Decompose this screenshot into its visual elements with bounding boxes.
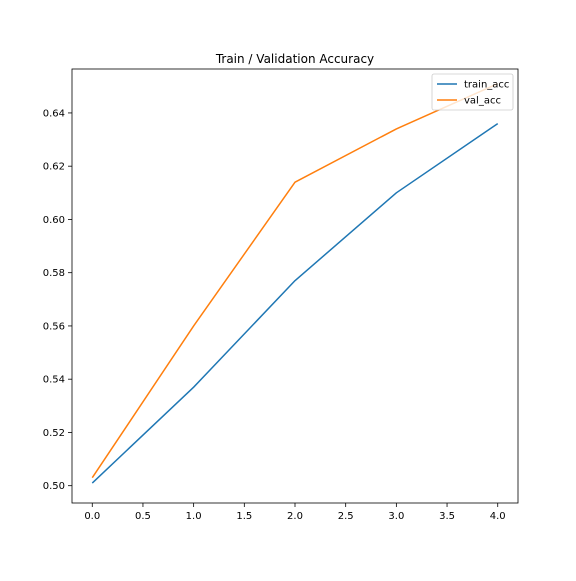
y-tick-label: 0.56 xyxy=(43,321,65,332)
series-line-train_acc xyxy=(91,122,499,484)
y-tick-label: 0.64 xyxy=(43,108,65,119)
plot-frame xyxy=(71,68,519,504)
x-tick-label: 3.5 xyxy=(439,511,455,522)
y-tick-label: 0.50 xyxy=(43,481,65,492)
x-tick-label: 2.5 xyxy=(338,511,354,522)
y-tick-label: 0.54 xyxy=(43,375,65,386)
y-tick-label: 0.52 xyxy=(43,428,65,439)
x-tick-label: 2.0 xyxy=(287,511,303,522)
y-tick-label: 0.62 xyxy=(43,162,65,173)
x-tick-label: 1.0 xyxy=(186,511,202,522)
y-tick-label: 0.60 xyxy=(43,215,65,226)
x-tick-label: 1.5 xyxy=(236,511,252,522)
axis-ticks: 0.0 0.5 1.0 1.5 2.0 2.5 3.0 3.5 4.0 0.50 0.52 0.54 0… xyxy=(43,108,506,522)
chart-title: Train / Validation Accuracy xyxy=(215,52,374,66)
legend: train_acc val_acc xyxy=(431,73,514,111)
y-tick-label: 0.58 xyxy=(43,268,65,279)
legend-label: val_acc xyxy=(464,96,501,107)
legend-box xyxy=(431,73,514,111)
x-tick-label: 0.0 xyxy=(84,511,100,522)
series-lines xyxy=(91,82,499,484)
x-tick-label: 4.0 xyxy=(490,511,506,522)
x-tick-label: 3.0 xyxy=(388,511,404,522)
legend-label: train_acc xyxy=(464,80,509,91)
x-tick-label: 0.5 xyxy=(135,511,151,522)
series-line-val_acc xyxy=(91,82,499,479)
